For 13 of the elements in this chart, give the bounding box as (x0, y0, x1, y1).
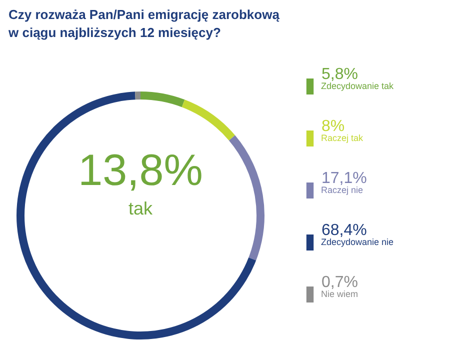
legend-label: Zdecydowanie nie (321, 237, 394, 249)
text: tak (128, 198, 154, 218)
legend-label: Zdecydowanie tak (321, 81, 394, 93)
data-label: 5,8% (322, 66, 358, 83)
data-label: 68,4% (322, 222, 367, 239)
legend-label: Raczej tak (321, 132, 364, 145)
data-label: 17,1% (322, 170, 367, 187)
legend-label: Raczej nie (321, 185, 364, 197)
text: 13,8% (78, 146, 203, 195)
legend-label: Nie wiem (321, 289, 358, 301)
chart-title: Czy rozważa Pan/Pani emigrację zarobkową w ciągu najbliższych 12 miesięcy? (8, 7, 280, 40)
data-label: 8% (322, 118, 345, 135)
data-label: 0,7% (322, 274, 358, 291)
